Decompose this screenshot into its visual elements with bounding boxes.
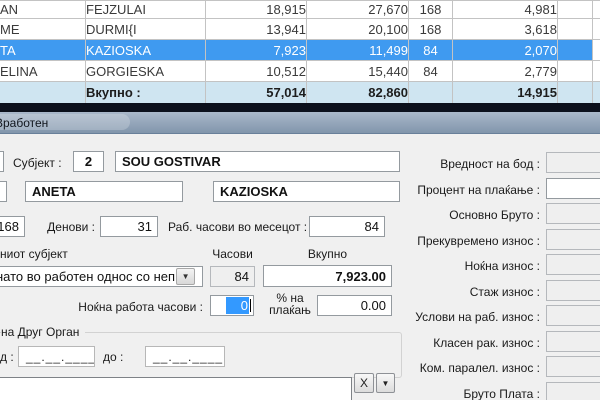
window-border (0, 103, 600, 112)
pct-field[interactable]: 0.00 (317, 295, 392, 316)
right-label: Процент на плаќање : (417, 183, 540, 197)
right-label: Прекувремено износ : (417, 234, 540, 248)
right-label: Ком. паралел. износ : (419, 361, 540, 375)
other-organ-title: на Друг Орган (1, 325, 86, 339)
dialog-titlebar[interactable]: Вработен (0, 112, 600, 134)
right-label: Вредност на бод : (440, 157, 540, 171)
clear-x-icon: X (359, 376, 368, 390)
right-label: Основно Бруто : (449, 208, 540, 222)
date-from-label: д : (0, 350, 14, 364)
month-hours-field[interactable]: 84 (309, 216, 385, 237)
right-label: Бруто Плата : (463, 387, 540, 400)
table-row[interactable]: ELINA GORGIESKA 10,512 15,440 84 2,779 (0, 60, 600, 82)
payment-percent-field[interactable] (546, 178, 600, 199)
night-hours-label: Ноќна работа часови : (78, 300, 203, 314)
employment-type-text: нато во работен однос со неп (0, 269, 176, 284)
cutoff-field (0, 181, 7, 202)
date-from-field[interactable]: __.__.____ (18, 346, 95, 367)
days-field[interactable]: 31 (100, 216, 158, 237)
right-label: Стаж износ : (469, 285, 540, 299)
total-header: Вкупно (307, 247, 348, 261)
clear-button[interactable]: X (354, 373, 374, 393)
month-hours-label: Раб. часови во месецот : (168, 220, 308, 234)
cutoff-field (0, 151, 4, 172)
gross-salary-field (546, 382, 600, 400)
subject-hours-field[interactable]: 168 (0, 216, 25, 237)
base-gross-field (546, 203, 600, 224)
pct-label: % на плаќањ (269, 291, 311, 317)
table-total-row: Вкупно : 57,014 82,860 14,915 (0, 81, 600, 103)
night-hours-field[interactable]: 0 (210, 295, 254, 316)
last-name-field[interactable]: KAZIOSKA (213, 181, 400, 202)
subject-code-field[interactable]: 2 (73, 151, 104, 172)
subject-label: Субјект : (13, 156, 62, 170)
table-row-selected[interactable]: TA KAZIOSKA 7,923 11,499 84 2,070 (0, 39, 600, 61)
selected-text: 0 (226, 297, 249, 314)
table-row[interactable]: AN FEJZULAI 18,915 27,670 168 4,981 (0, 0, 600, 19)
days-label: Денови : (47, 220, 95, 234)
date-to-label: до : (103, 350, 124, 364)
employment-type-dropdown[interactable]: нато во работен однос со неп ▼ (0, 266, 203, 287)
chevron-down-icon: ▼ (381, 378, 390, 388)
overtime-amount-field (546, 229, 600, 250)
employment-section-label: ниот субјект (0, 247, 68, 261)
bottom-combo-dropdown-button[interactable]: ▼ (376, 373, 395, 393)
bottom-combo-input[interactable] (0, 377, 352, 400)
chevron-down-icon: ▼ (176, 268, 196, 285)
text-cursor (250, 299, 251, 312)
employment-hours-field: 84 (210, 266, 255, 287)
subject-name-field[interactable]: SOU GOSTIVAR (115, 151, 400, 172)
table-row[interactable]: ME DURMI{I 13,941 20,100 168 3,618 (0, 18, 600, 40)
night-amount-field (546, 254, 600, 275)
right-label: Ноќна износ : (464, 259, 540, 273)
work-conditions-amount-field (546, 305, 600, 326)
employment-total-field: 7,923.00 (263, 265, 392, 287)
hours-header: Часови (212, 247, 253, 261)
class-lead-amount-field (546, 331, 600, 352)
date-to-field[interactable]: __.__.____ (145, 346, 225, 367)
total-label: Вкупно : (85, 81, 206, 103)
point-value-field (546, 152, 600, 173)
first-name-field[interactable]: ANETA (25, 181, 183, 202)
dialog-title: Вработен (0, 116, 49, 130)
right-label: Услови на раб. износ : (415, 310, 540, 324)
parallel-amount-field (546, 356, 600, 377)
titlebar-glow (0, 114, 130, 130)
seniority-amount-field (546, 280, 600, 301)
employee-table: AN FEJZULAI 18,915 27,670 168 4,981 ME D… (0, 0, 600, 103)
right-label: Класен рак. износ : (433, 336, 540, 350)
